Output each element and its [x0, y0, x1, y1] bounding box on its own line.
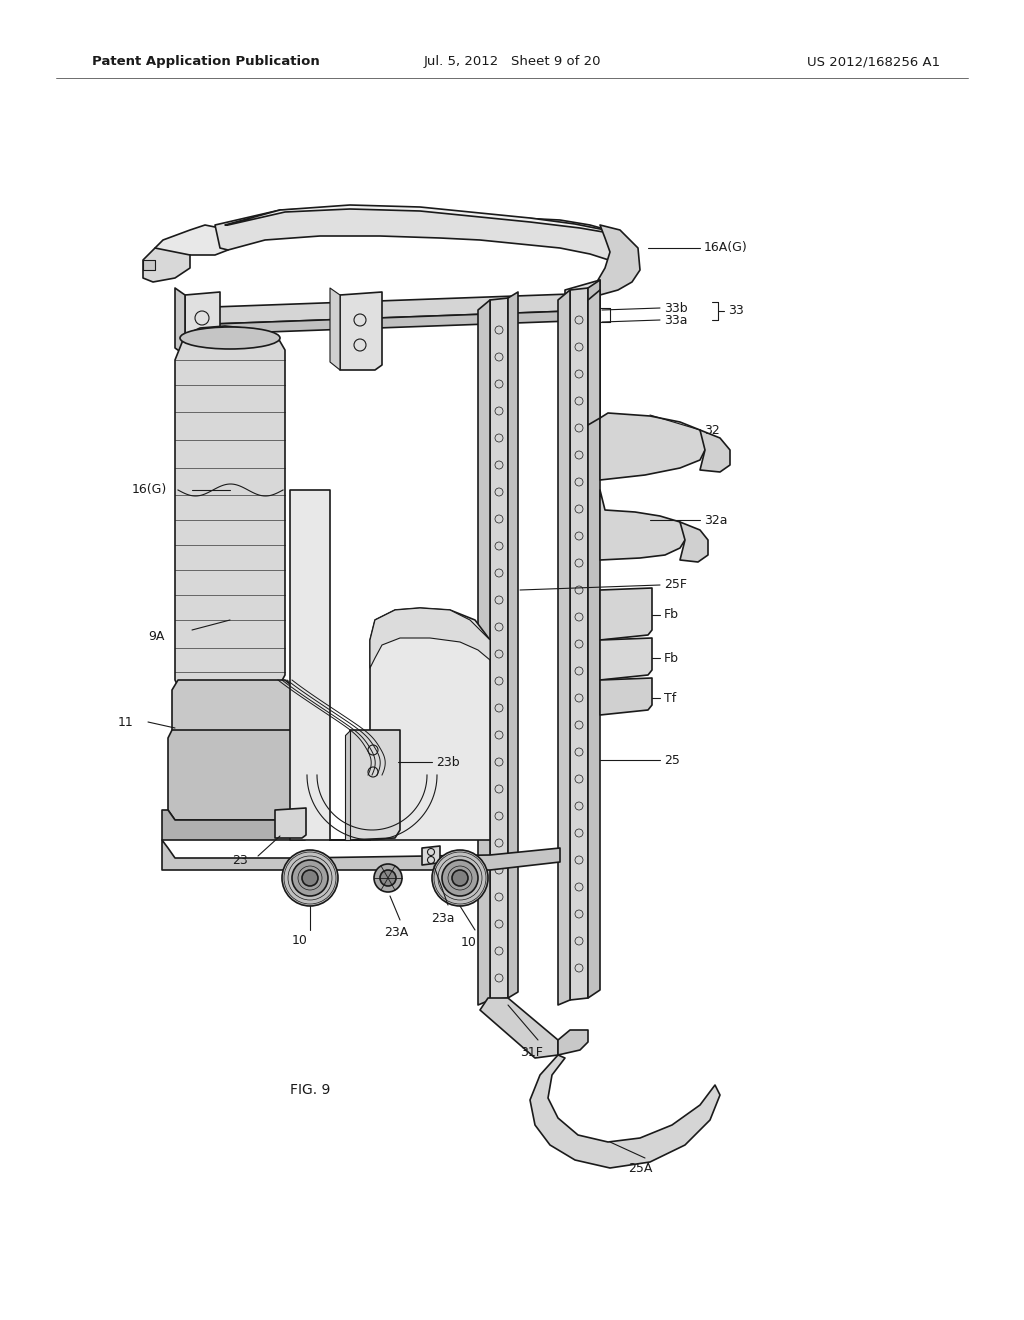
Polygon shape	[680, 521, 708, 562]
Polygon shape	[162, 840, 560, 870]
Polygon shape	[600, 490, 685, 560]
Polygon shape	[422, 846, 440, 865]
Text: 9A: 9A	[148, 630, 165, 643]
Polygon shape	[598, 224, 640, 294]
Circle shape	[380, 870, 396, 886]
Polygon shape	[490, 298, 508, 1001]
Polygon shape	[185, 310, 598, 335]
Circle shape	[292, 861, 328, 896]
Text: 16A(G): 16A(G)	[705, 242, 748, 255]
Polygon shape	[600, 638, 652, 680]
Polygon shape	[700, 430, 730, 473]
Polygon shape	[143, 260, 155, 271]
Text: 25A: 25A	[628, 1162, 652, 1175]
Text: 33a: 33a	[664, 314, 687, 326]
Text: Jul. 5, 2012   Sheet 9 of 20: Jul. 5, 2012 Sheet 9 of 20	[423, 55, 601, 69]
Polygon shape	[558, 1030, 588, 1055]
Text: 33b: 33b	[664, 301, 688, 314]
Circle shape	[432, 850, 488, 906]
Polygon shape	[370, 609, 490, 668]
Text: US 2012/168256 A1: US 2012/168256 A1	[807, 55, 940, 69]
Polygon shape	[565, 280, 600, 350]
Polygon shape	[600, 678, 652, 715]
Polygon shape	[480, 998, 558, 1059]
Polygon shape	[175, 326, 285, 702]
Polygon shape	[143, 248, 190, 282]
Text: 23b: 23b	[436, 755, 460, 768]
Text: 23a: 23a	[431, 912, 455, 924]
Text: Patent Application Publication: Patent Application Publication	[92, 55, 319, 69]
Text: 11: 11	[118, 715, 134, 729]
Text: 23: 23	[232, 854, 248, 866]
Polygon shape	[215, 209, 625, 268]
Polygon shape	[478, 300, 490, 1005]
Polygon shape	[600, 587, 652, 640]
Polygon shape	[168, 730, 302, 820]
Text: Tf: Tf	[664, 692, 676, 705]
Polygon shape	[588, 280, 600, 998]
Ellipse shape	[180, 327, 280, 348]
Text: 33: 33	[728, 305, 743, 318]
Text: Fb: Fb	[664, 652, 679, 664]
Polygon shape	[185, 292, 220, 355]
Polygon shape	[175, 288, 185, 355]
Polygon shape	[508, 292, 518, 998]
Circle shape	[452, 870, 468, 886]
Polygon shape	[558, 290, 570, 1005]
Circle shape	[374, 865, 402, 892]
Polygon shape	[345, 730, 350, 840]
Polygon shape	[162, 810, 305, 840]
Text: 10: 10	[292, 933, 308, 946]
Polygon shape	[588, 290, 600, 425]
Text: 16(G): 16(G)	[132, 483, 167, 496]
Polygon shape	[185, 293, 598, 325]
Circle shape	[282, 850, 338, 906]
Text: 32: 32	[705, 424, 720, 437]
Circle shape	[302, 870, 318, 886]
Polygon shape	[155, 224, 230, 257]
Text: 10: 10	[461, 936, 477, 949]
Polygon shape	[530, 1055, 720, 1168]
Polygon shape	[225, 205, 625, 240]
Polygon shape	[290, 490, 490, 840]
Polygon shape	[350, 730, 400, 840]
Text: 25F: 25F	[664, 578, 687, 591]
Circle shape	[442, 861, 478, 896]
Polygon shape	[570, 288, 588, 1001]
Polygon shape	[275, 808, 306, 838]
Polygon shape	[340, 292, 382, 370]
Text: 23A: 23A	[384, 925, 409, 939]
Text: FIG. 9: FIG. 9	[290, 1082, 330, 1097]
Text: 32a: 32a	[705, 513, 727, 527]
Text: Fb: Fb	[664, 609, 679, 622]
Polygon shape	[330, 288, 340, 370]
Polygon shape	[172, 680, 295, 735]
Text: 31F: 31F	[520, 1045, 544, 1059]
Text: 25: 25	[664, 754, 680, 767]
Polygon shape	[600, 290, 705, 480]
